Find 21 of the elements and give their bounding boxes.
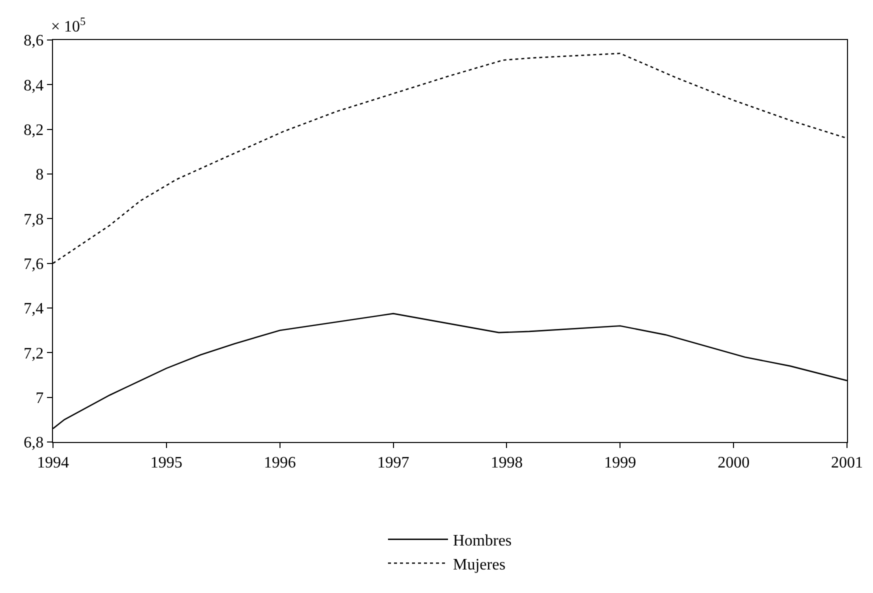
- x-tick-label: 1998: [490, 454, 523, 472]
- y-tick-label: 8,4: [24, 77, 44, 94]
- y-tick-label: 7,4: [24, 300, 44, 318]
- y-tick-label: 8,2: [24, 122, 44, 139]
- y-tick-label: 7,2: [24, 345, 44, 362]
- y-tick-label: 8: [36, 166, 44, 184]
- x-tick-label: 1995: [150, 454, 182, 472]
- text: × 10$^{5}$: [51, 16, 86, 36]
- x-tick-label: 1999: [604, 454, 636, 472]
- x-tick-label: 1996: [264, 454, 296, 472]
- y-tick-label: 8,6: [24, 32, 44, 50]
- y-tick-label: 7,6: [24, 256, 44, 273]
- legend-label: Hombres: [453, 532, 512, 550]
- x-tick-label: 1994: [37, 454, 69, 472]
- x-tick-label: 1997: [377, 454, 410, 472]
- y-tick-label: 7,8: [24, 211, 44, 228]
- x-tick-label: 2001: [831, 454, 863, 472]
- legend-label: Mujeres: [453, 556, 506, 574]
- y-tick-label: 7: [36, 390, 44, 407]
- y-tick-label: 6,8: [24, 434, 44, 452]
- x-tick-label: 2000: [718, 454, 750, 472]
